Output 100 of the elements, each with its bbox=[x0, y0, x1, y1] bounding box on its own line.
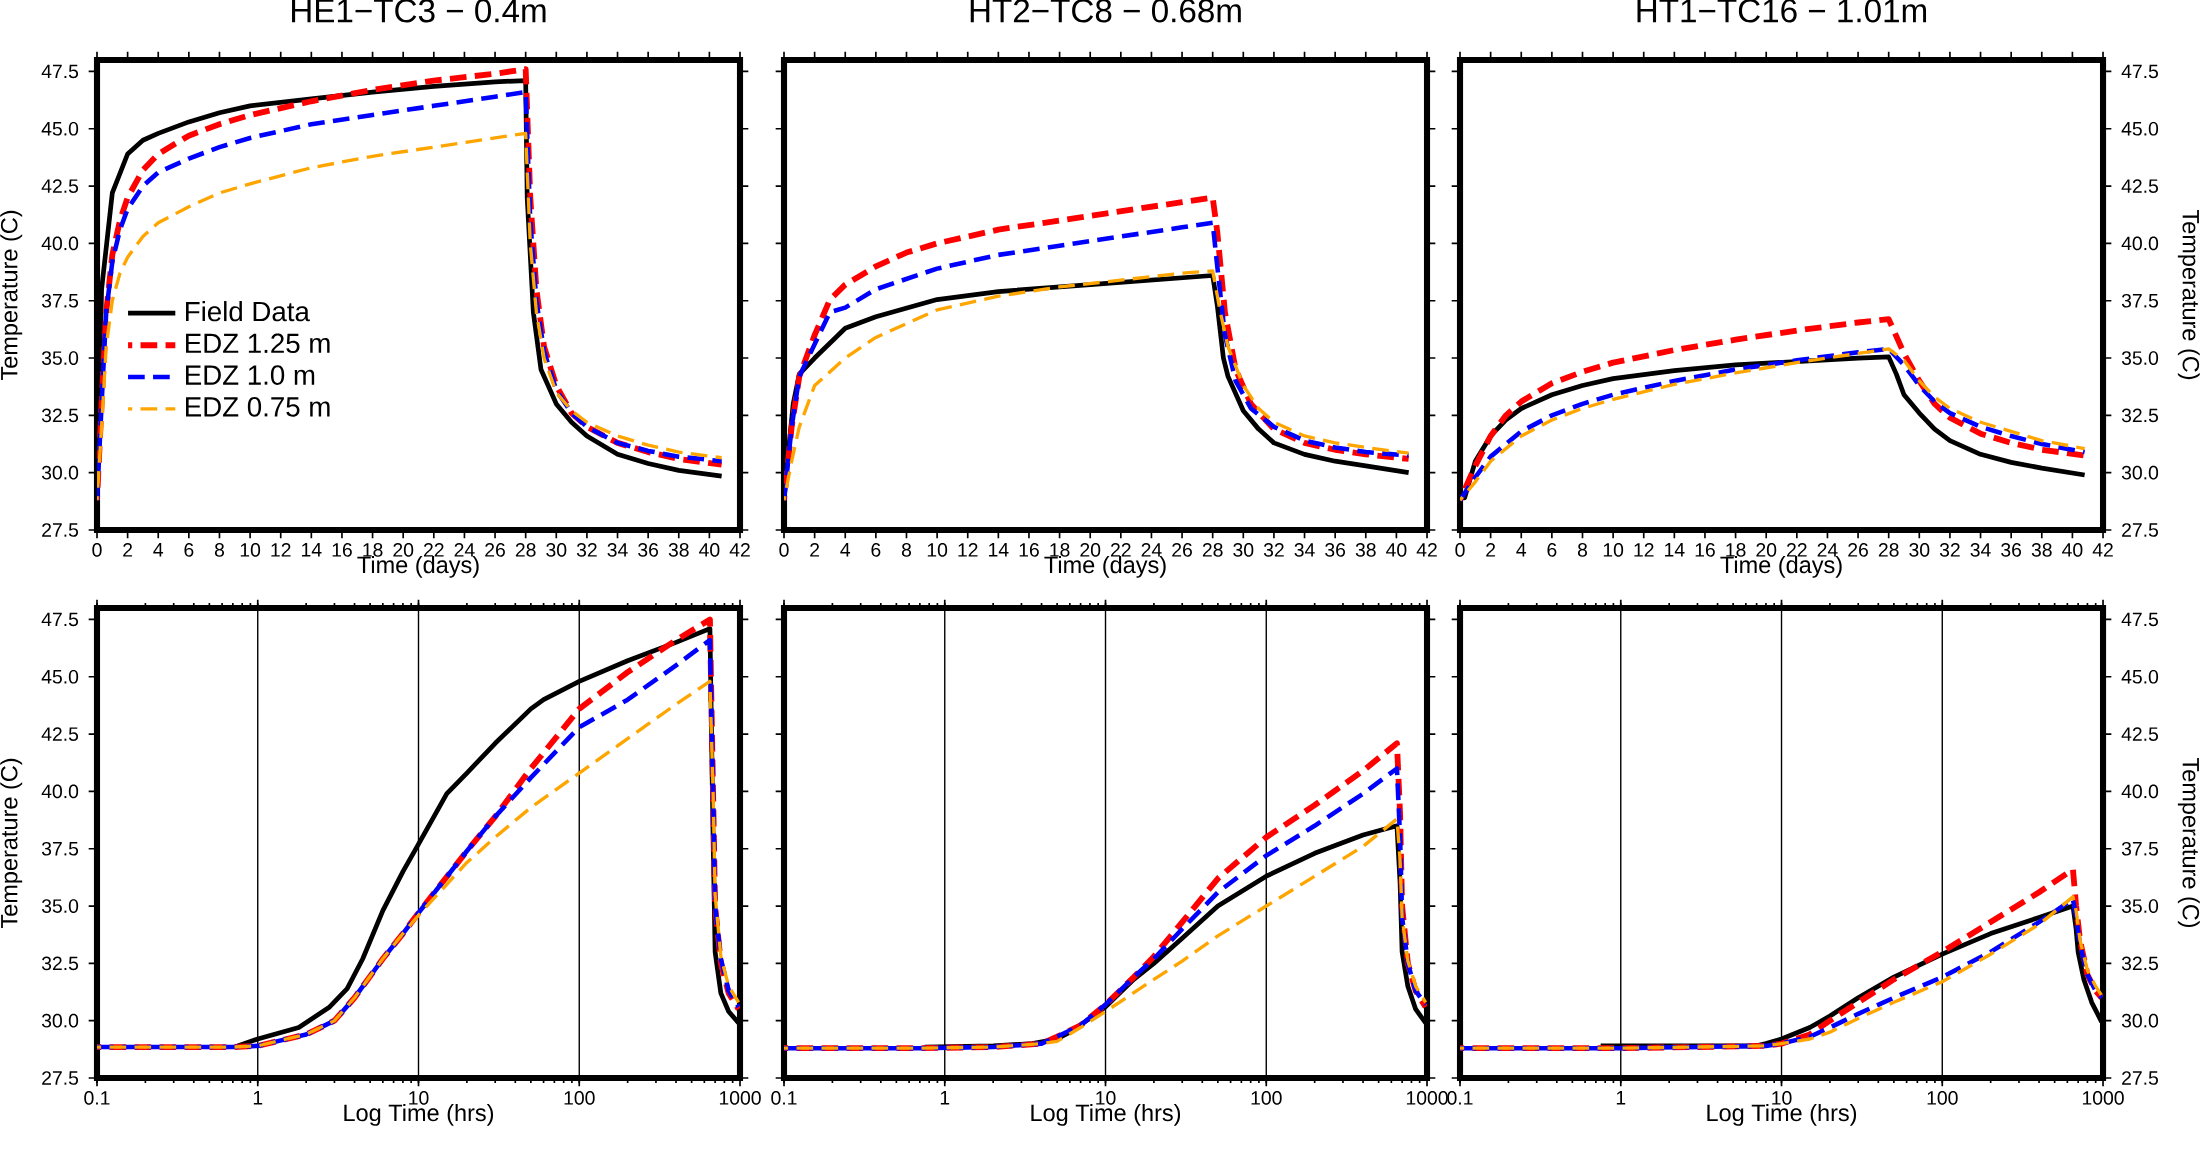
x-tick-label: 42 bbox=[2092, 543, 2113, 557]
x-tick-label: 38 bbox=[668, 543, 689, 557]
x-tick-label: 10 bbox=[1603, 543, 1624, 557]
x-tick-label: 20 bbox=[1756, 543, 1777, 557]
x-tick-label: 2 bbox=[1486, 543, 1496, 557]
x-tick-label: 4 bbox=[153, 543, 164, 557]
x-tick-label: 22 bbox=[423, 543, 444, 557]
x-tick-label: 18 bbox=[1726, 543, 1746, 557]
y-tick-label: 35.0 bbox=[41, 351, 79, 365]
y-tick-label: 47.5 bbox=[2121, 64, 2158, 79]
x-tick-label: 0.1 bbox=[1447, 1091, 1473, 1105]
x-axis-title: Log Time (hrs) bbox=[1031, 1103, 1181, 1126]
x-tick-label: 32 bbox=[576, 543, 597, 557]
x-tick-label: 4 bbox=[1516, 543, 1527, 557]
y-tick-label: 40.0 bbox=[41, 236, 79, 251]
x-tick-label: 36 bbox=[638, 543, 659, 557]
x-tick-label: 10 bbox=[409, 1091, 429, 1105]
x-tick-label: 22 bbox=[1787, 543, 1807, 557]
y-tick-label: 27.5 bbox=[42, 523, 79, 537]
x-tick-label: 26 bbox=[1848, 543, 1868, 557]
x-tick-label: 12 bbox=[958, 543, 978, 557]
y-tick-label: 35.0 bbox=[2121, 351, 2159, 365]
x-tick-label: 30 bbox=[1909, 543, 1930, 557]
x-tick-label: 36 bbox=[2001, 543, 2022, 557]
y-tick-label: 42.5 bbox=[2121, 179, 2158, 193]
x-tick-label: 28 bbox=[1878, 543, 1899, 557]
y-tick-label: 40.0 bbox=[2121, 236, 2159, 251]
x-axis-title: Log Time (hrs) bbox=[1707, 1103, 1857, 1126]
x-tick-label: 100 bbox=[1251, 1091, 1282, 1105]
x-tick-label: 1 bbox=[253, 1091, 263, 1105]
x-tick-label: 0 bbox=[92, 543, 102, 557]
y-tick-label: 27.5 bbox=[42, 1071, 79, 1085]
y-tick-label: 37.5 bbox=[2121, 841, 2158, 856]
y-tick-label: 45.0 bbox=[41, 121, 79, 136]
x-tick-label: 28 bbox=[1202, 543, 1223, 557]
x-tick-label: 20 bbox=[393, 543, 414, 557]
x-tick-label: 4 bbox=[840, 543, 851, 557]
x-tick-label: 24 bbox=[1817, 543, 1838, 557]
y-axis-title: Temperature (C) bbox=[2177, 757, 2200, 928]
y-tick-label: 47.5 bbox=[41, 612, 79, 627]
x-tick-label: 14 bbox=[1665, 543, 1685, 557]
x-tick-label: 26 bbox=[1172, 543, 1192, 557]
y-axis-title: Temperature (C) bbox=[2177, 209, 2200, 380]
x-tick-label: 40 bbox=[699, 543, 720, 557]
legend-label: EDZ 0.75 m bbox=[186, 397, 330, 417]
x-tick-label: 20 bbox=[1080, 543, 1101, 557]
y-tick-label: 32.5 bbox=[2121, 408, 2158, 423]
y-tick-label: 35.0 bbox=[2121, 899, 2159, 913]
x-tick-label: 16 bbox=[1019, 543, 1039, 557]
x-tick-label: 38 bbox=[1355, 543, 1376, 557]
x-tick-label: 30 bbox=[546, 543, 567, 557]
legend-label: EDZ 1.0 m bbox=[186, 365, 315, 385]
x-tick-label: 16 bbox=[332, 543, 352, 557]
x-tick-label: 1000 bbox=[719, 1091, 761, 1105]
y-axis-title: Temperature (C) bbox=[0, 758, 23, 929]
x-tick-label: 18 bbox=[1050, 543, 1070, 557]
legend-label: EDZ 1.25 m bbox=[186, 333, 330, 354]
x-tick-label: 40 bbox=[2062, 543, 2083, 557]
x-tick-label: 40 bbox=[1386, 543, 1407, 557]
x-tick-label: 10 bbox=[927, 543, 948, 557]
x-tick-label: 0.1 bbox=[771, 1091, 797, 1105]
x-tick-label: 32 bbox=[1263, 543, 1284, 557]
x-tick-label: 2 bbox=[810, 543, 820, 557]
x-tick-label: 10 bbox=[1096, 1091, 1116, 1105]
x-tick-label: 0.1 bbox=[84, 1091, 110, 1105]
x-tick-label: 32 bbox=[1939, 543, 1960, 557]
x-axis-title: Log Time (hrs) bbox=[344, 1103, 494, 1126]
x-tick-label: 22 bbox=[1111, 543, 1131, 557]
x-tick-label: 12 bbox=[271, 543, 291, 557]
y-tick-label: 35.0 bbox=[41, 899, 79, 913]
x-tick-label: 2 bbox=[123, 543, 133, 557]
y-tick-label: 42.5 bbox=[41, 179, 79, 193]
x-tick-label: 6 bbox=[184, 543, 194, 557]
x-tick-label: 34 bbox=[1294, 543, 1315, 557]
x-tick-label: 28 bbox=[515, 543, 536, 557]
y-tick-label: 37.5 bbox=[2121, 293, 2158, 308]
x-tick-label: 6 bbox=[1547, 543, 1557, 557]
y-tick-label: 42.5 bbox=[41, 727, 79, 741]
x-tick-label: 14 bbox=[989, 543, 1009, 557]
x-tick-label: 10 bbox=[240, 543, 261, 557]
x-tick-label: 100 bbox=[564, 1091, 595, 1105]
x-tick-label: 1000 bbox=[1406, 1091, 1448, 1105]
x-tick-label: 26 bbox=[485, 543, 505, 557]
legend-label: Field Data bbox=[186, 301, 310, 322]
x-tick-label: 1 bbox=[1616, 1091, 1626, 1105]
y-tick-label: 32.5 bbox=[2121, 956, 2158, 971]
x-tick-label: 8 bbox=[214, 543, 225, 557]
y-tick-label: 45.0 bbox=[2121, 669, 2159, 684]
x-tick-label: 24 bbox=[454, 543, 475, 557]
y-tick-label: 45.0 bbox=[2121, 121, 2159, 136]
x-tick-label: 30 bbox=[1233, 543, 1254, 557]
y-tick-label: 40.0 bbox=[2121, 784, 2159, 799]
x-tick-label: 12 bbox=[1634, 543, 1654, 557]
y-tick-label: 27.5 bbox=[2122, 523, 2158, 537]
x-tick-label: 1000 bbox=[2082, 1091, 2124, 1105]
x-tick-label: 24 bbox=[1141, 543, 1162, 557]
x-tick-label: 42 bbox=[1416, 543, 1437, 557]
x-tick-label: 8 bbox=[901, 543, 912, 557]
x-tick-label: 8 bbox=[1577, 543, 1588, 557]
x-tick-label: 6 bbox=[871, 543, 881, 557]
